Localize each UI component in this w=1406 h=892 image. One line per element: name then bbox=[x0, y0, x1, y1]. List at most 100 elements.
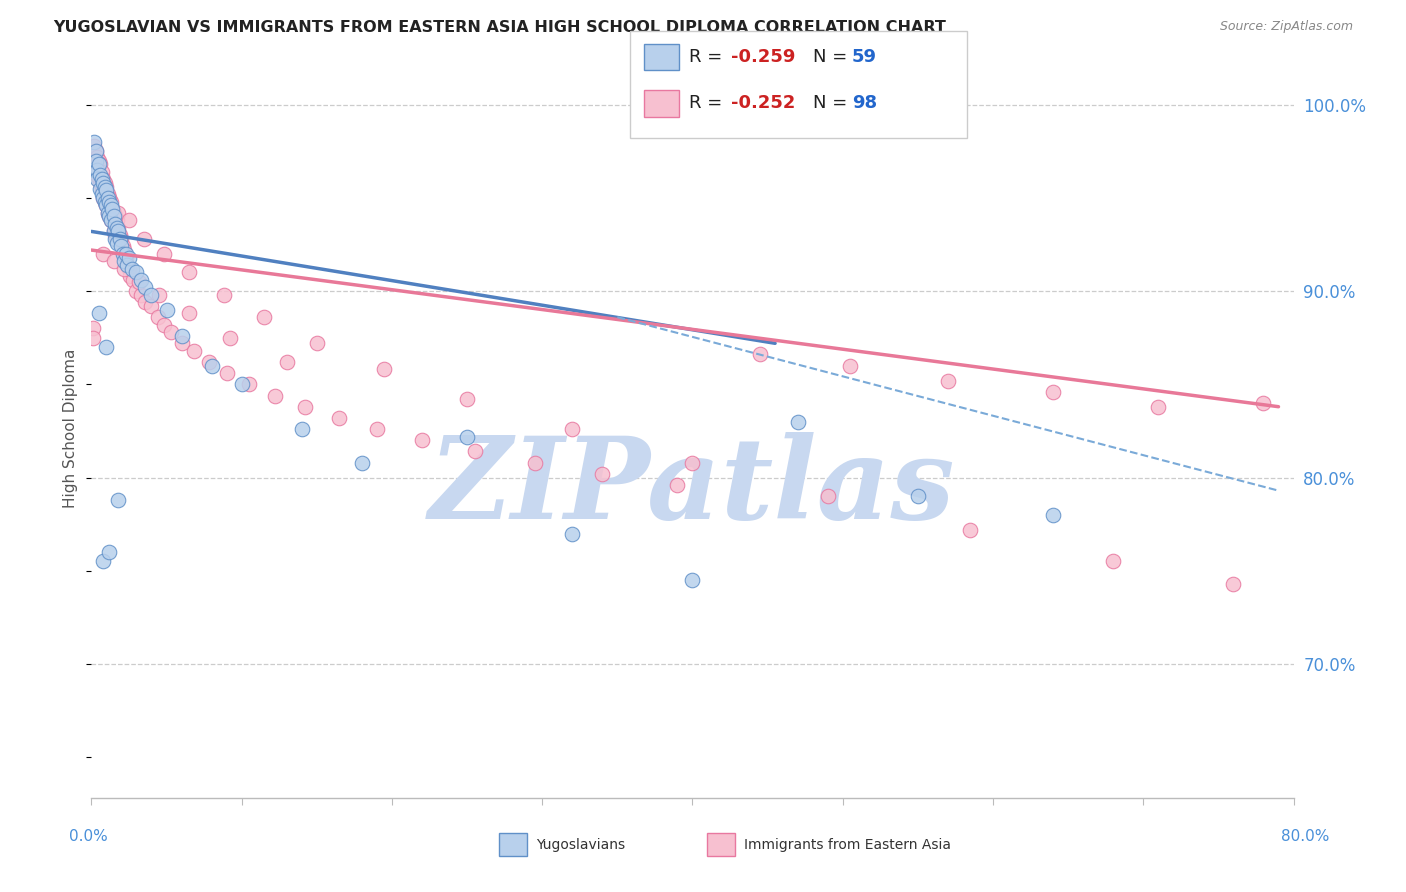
Point bbox=[84, 145, 107, 159]
Point bbox=[786, 415, 808, 429]
Point bbox=[110, 232, 132, 246]
Point bbox=[129, 273, 152, 287]
Point bbox=[121, 261, 143, 276]
Point bbox=[97, 206, 120, 220]
Point bbox=[87, 306, 110, 320]
Point bbox=[152, 247, 174, 261]
Text: N =: N = bbox=[813, 48, 852, 66]
Point bbox=[94, 194, 117, 209]
Text: -0.259: -0.259 bbox=[731, 48, 796, 66]
Point bbox=[201, 359, 224, 373]
Point bbox=[98, 194, 121, 209]
Point bbox=[94, 176, 117, 190]
Point bbox=[177, 306, 200, 320]
Point bbox=[117, 258, 139, 272]
Point bbox=[93, 172, 115, 186]
Point bbox=[1253, 396, 1275, 410]
Point bbox=[148, 288, 170, 302]
Point bbox=[155, 302, 177, 317]
Point bbox=[100, 213, 122, 227]
Point bbox=[93, 554, 115, 568]
Point bbox=[350, 456, 373, 470]
Point bbox=[93, 191, 115, 205]
Point bbox=[94, 194, 117, 209]
Point bbox=[86, 162, 108, 177]
Point bbox=[114, 261, 136, 276]
Point bbox=[97, 187, 120, 202]
Point bbox=[681, 456, 703, 470]
Point bbox=[141, 299, 163, 313]
Point bbox=[132, 232, 155, 246]
Point bbox=[87, 157, 110, 171]
Point bbox=[86, 172, 108, 186]
Point bbox=[82, 331, 104, 345]
Point bbox=[107, 206, 129, 220]
Point bbox=[561, 526, 583, 541]
Point bbox=[456, 392, 478, 407]
Point bbox=[1042, 384, 1064, 399]
Point bbox=[464, 444, 486, 458]
Point bbox=[100, 194, 122, 209]
Point bbox=[97, 206, 120, 220]
Point bbox=[152, 318, 174, 332]
Point bbox=[134, 295, 156, 310]
Point bbox=[366, 422, 388, 436]
Point bbox=[84, 145, 107, 159]
Point bbox=[82, 162, 104, 177]
Point bbox=[118, 251, 141, 265]
Point bbox=[103, 210, 125, 224]
Point bbox=[94, 179, 117, 194]
Point bbox=[98, 545, 121, 559]
Point bbox=[129, 288, 152, 302]
Point bbox=[96, 198, 118, 212]
Point bbox=[523, 456, 546, 470]
Point bbox=[98, 210, 121, 224]
Point bbox=[107, 224, 129, 238]
Point bbox=[96, 179, 118, 194]
Point bbox=[83, 138, 105, 153]
Point bbox=[134, 280, 156, 294]
Point bbox=[83, 135, 105, 149]
Point bbox=[86, 169, 108, 183]
Point bbox=[177, 265, 200, 279]
Point bbox=[276, 355, 298, 369]
Point bbox=[97, 191, 120, 205]
Point bbox=[96, 340, 118, 354]
Point bbox=[90, 165, 112, 179]
Point bbox=[839, 359, 862, 373]
Point bbox=[83, 153, 105, 168]
Point bbox=[89, 157, 111, 171]
Point bbox=[212, 288, 235, 302]
Point bbox=[89, 169, 111, 183]
Point bbox=[101, 202, 124, 216]
Point bbox=[84, 153, 107, 168]
Point bbox=[84, 162, 107, 177]
Point bbox=[89, 181, 111, 195]
Point bbox=[105, 235, 128, 250]
Point bbox=[561, 422, 583, 436]
Point bbox=[373, 362, 395, 376]
Point bbox=[103, 224, 125, 238]
Point bbox=[231, 377, 253, 392]
Point bbox=[86, 150, 108, 164]
Point bbox=[104, 217, 127, 231]
Point bbox=[83, 157, 105, 171]
Text: 80.0%: 80.0% bbox=[1281, 830, 1329, 844]
Point bbox=[104, 232, 127, 246]
Point bbox=[96, 183, 118, 197]
Point bbox=[98, 191, 121, 205]
Point bbox=[93, 191, 115, 205]
Point bbox=[105, 213, 128, 227]
Text: Source: ZipAtlas.com: Source: ZipAtlas.com bbox=[1219, 20, 1353, 33]
Point bbox=[103, 206, 125, 220]
Point bbox=[90, 183, 112, 197]
Point bbox=[120, 269, 142, 284]
Text: R =: R = bbox=[689, 48, 728, 66]
Point bbox=[1102, 554, 1125, 568]
Text: R =: R = bbox=[689, 95, 728, 112]
Point bbox=[817, 489, 839, 503]
Point bbox=[456, 429, 478, 443]
Point bbox=[93, 181, 115, 195]
Point bbox=[936, 374, 959, 388]
Point bbox=[328, 411, 350, 425]
